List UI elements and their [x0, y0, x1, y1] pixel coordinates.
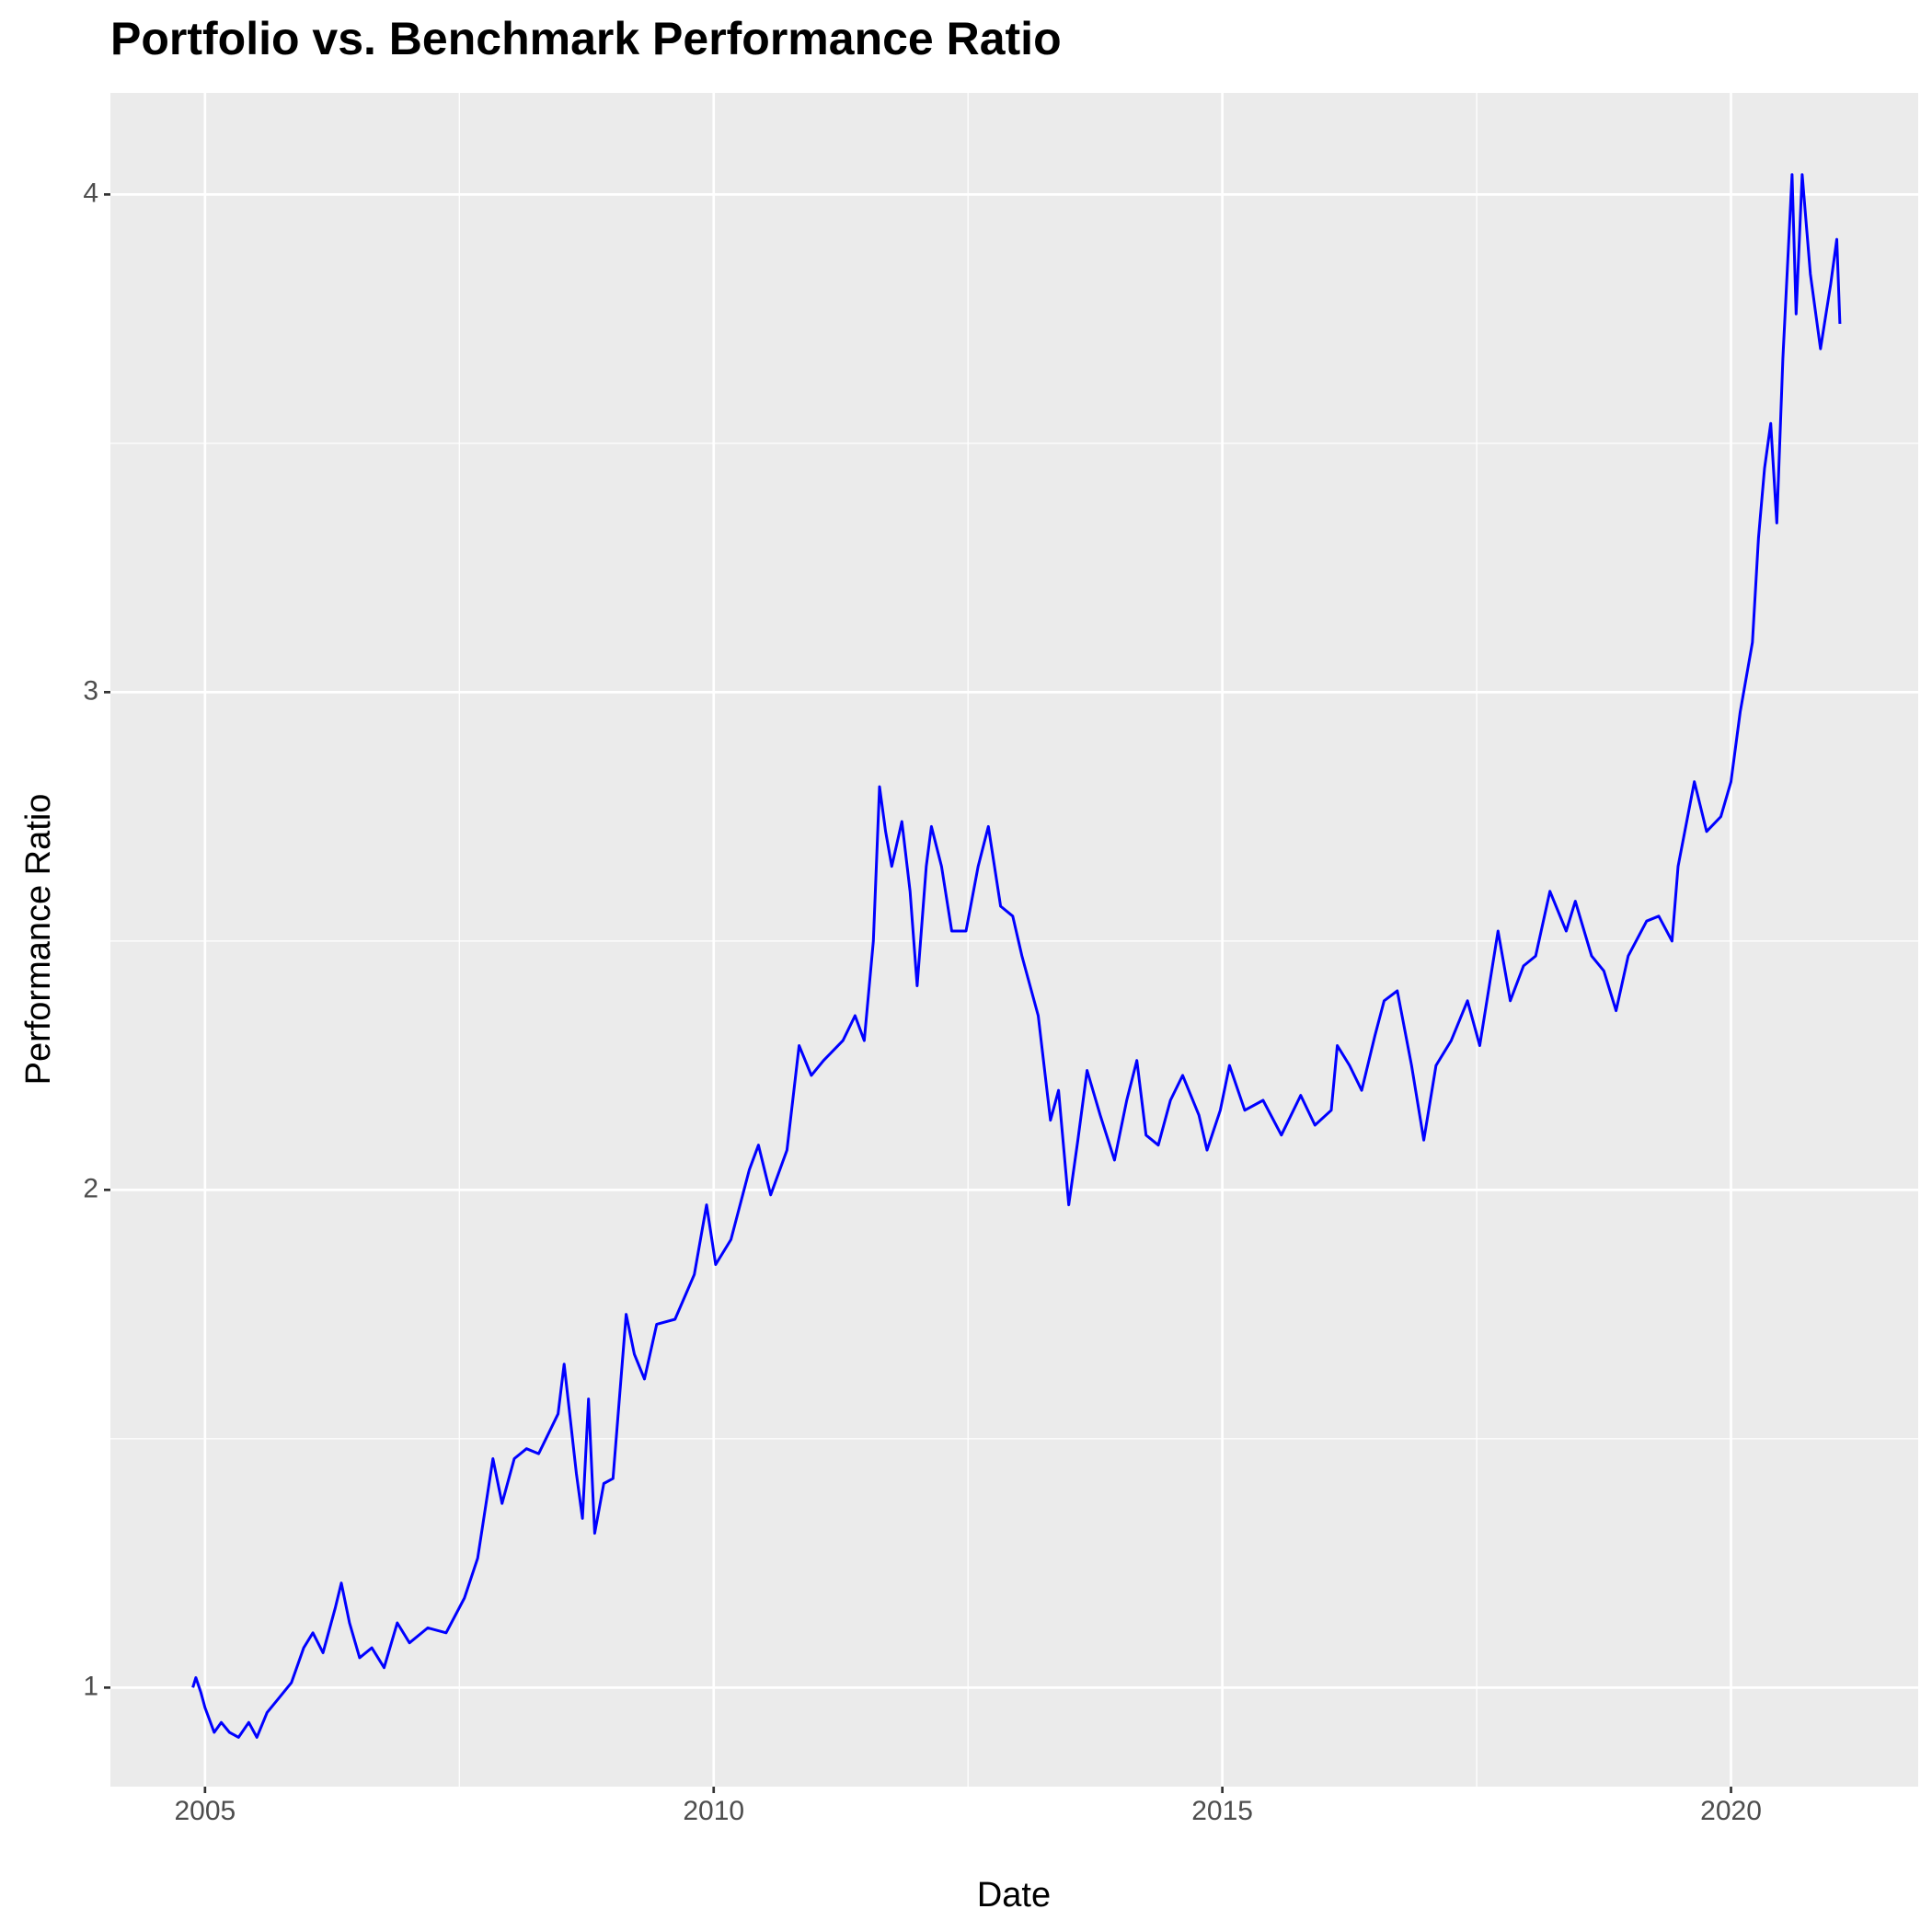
x-tick-label: 2015	[1191, 1796, 1253, 1826]
y-axis-title: Performance Ratio	[19, 794, 58, 1086]
chart-title: Portfolio vs. Benchmark Performance Rati…	[110, 13, 1062, 64]
y-tick-label: 3	[83, 675, 98, 706]
x-tick-label: 2010	[683, 1796, 744, 1826]
y-tick-label: 2	[83, 1173, 98, 1203]
line-series	[191, 173, 1842, 1739]
y-tick-label: 1	[83, 1671, 98, 1701]
x-tick-label: 2020	[1700, 1796, 1762, 1826]
x-axis-title: Date	[977, 1876, 1051, 1915]
y-tick-label: 4	[83, 178, 98, 208]
plot-panel	[110, 93, 1918, 1787]
x-tick-label: 2005	[174, 1796, 236, 1826]
